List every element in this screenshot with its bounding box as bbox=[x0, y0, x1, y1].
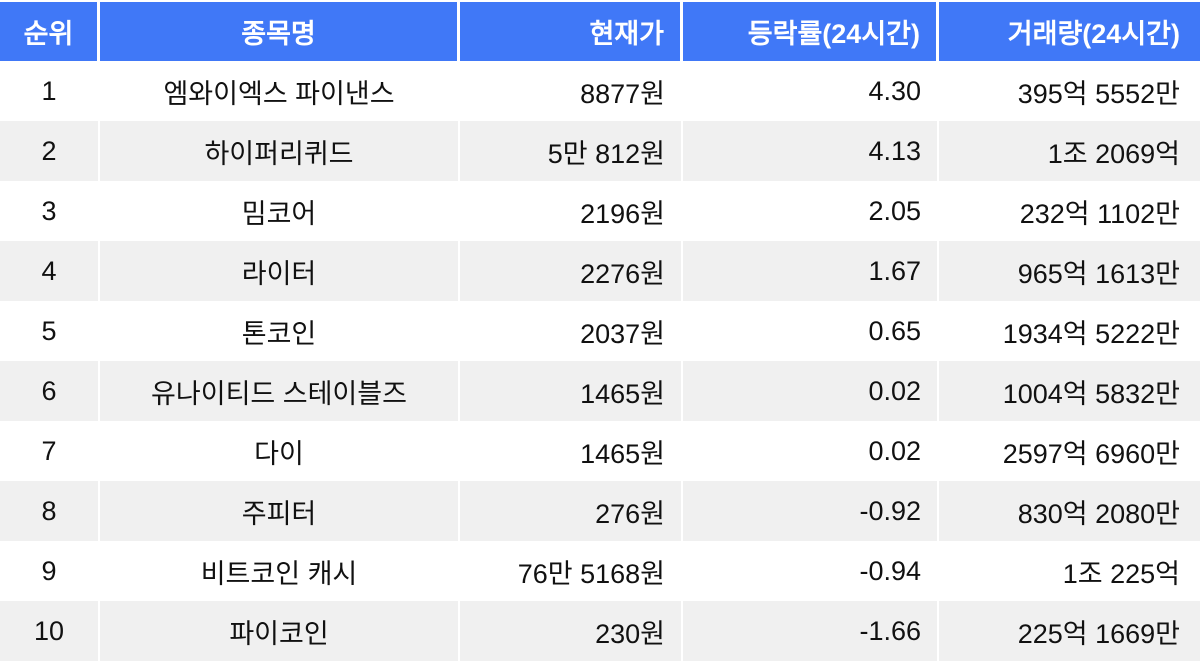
table-row: 6 유나이티드 스테이블즈 1465원 0.02 1004억 5832만 bbox=[0, 361, 1200, 421]
price-cell: 1465원 bbox=[460, 361, 683, 421]
price-cell: 276원 bbox=[460, 481, 683, 541]
volume-cell: 395억 5552만 bbox=[1017, 78, 1180, 109]
table-row: 4 라이터 2276원 1.67 965억 1613만 bbox=[0, 241, 1200, 301]
table-row: 9 비트코인 캐시 76만 5168원 -0.94 1조 225억 bbox=[0, 541, 1200, 601]
change-cell: 0.65 bbox=[683, 301, 939, 361]
coin-name-cell: 하이퍼리퀴드 bbox=[100, 121, 460, 181]
volume-cell: 1조 225억 bbox=[1062, 558, 1180, 589]
coin-name-cell: 파이코인 bbox=[100, 601, 460, 661]
table-row: 1 엠와이엑스 파이낸스 8877원 4.30 395억 5552만 bbox=[0, 61, 1200, 121]
column-header-change: 등락률(24시간) bbox=[683, 2, 939, 61]
column-header-rank: 순위 bbox=[0, 2, 100, 61]
price-cell: 1465원 bbox=[460, 421, 683, 481]
change-cell: 1.67 bbox=[683, 241, 939, 301]
column-header-price: 현재가 bbox=[460, 2, 683, 61]
volume-cell: 1004억 5832만 bbox=[1002, 378, 1180, 409]
column-header-name: 종목명 bbox=[100, 2, 460, 61]
rank-cell: 2 bbox=[0, 121, 100, 181]
coin-name-cell: 비트코인 캐시 bbox=[100, 541, 460, 601]
price-cell: 2196원 bbox=[460, 181, 683, 241]
change-cell: 0.02 bbox=[683, 361, 939, 421]
coin-name-cell: 유나이티드 스테이블즈 bbox=[100, 361, 460, 421]
volume-cell: 1조 2069억 bbox=[1047, 138, 1180, 169]
rank-cell: 8 bbox=[0, 481, 100, 541]
coin-name-cell: 다이 bbox=[100, 421, 460, 481]
price-cell: 8877원 bbox=[460, 61, 683, 121]
change-cell: 2.05 bbox=[683, 181, 939, 241]
table-row: 10 파이코인 230원 -1.66 225억 1669만 bbox=[0, 601, 1200, 661]
price-cell: 2276원 bbox=[460, 241, 683, 301]
coin-name-cell: 주피터 bbox=[100, 481, 460, 541]
change-cell: 0.02 bbox=[683, 421, 939, 481]
table-row: 8 주피터 276원 -0.92 830억 2080만 bbox=[0, 481, 1200, 541]
rank-cell: 5 bbox=[0, 301, 100, 361]
volume-cell: 232억 1102만 bbox=[1019, 198, 1180, 229]
rank-cell: 9 bbox=[0, 541, 100, 601]
table-header-row: 순위 종목명 현재가 등락률(24시간) 거래량(24시간) bbox=[0, 2, 1200, 61]
price-cell: 76만 5168원 bbox=[460, 541, 683, 601]
change-cell: 4.13 bbox=[683, 121, 939, 181]
volume-cell: 225억 1669만 bbox=[1017, 618, 1180, 649]
table-row: 5 톤코인 2037원 0.65 1934억 5222만 bbox=[0, 301, 1200, 361]
table-row: 7 다이 1465원 0.02 2597억 6960만 bbox=[0, 421, 1200, 481]
coin-name-cell: 밈코어 bbox=[100, 181, 460, 241]
rank-cell: 3 bbox=[0, 181, 100, 241]
volume-cell: 1934억 5222만 bbox=[1002, 318, 1180, 349]
volume-cell: 965억 1613만 bbox=[1017, 258, 1180, 289]
change-cell: -1.66 bbox=[683, 601, 939, 661]
rank-cell: 6 bbox=[0, 361, 100, 421]
coin-name-cell: 톤코인 bbox=[100, 301, 460, 361]
price-cell: 230원 bbox=[460, 601, 683, 661]
coin-name-cell: 라이터 bbox=[100, 241, 460, 301]
coin-name-cell: 엠와이엑스 파이낸스 bbox=[100, 61, 460, 121]
price-cell: 5만 812원 bbox=[460, 121, 683, 181]
rank-cell: 1 bbox=[0, 61, 100, 121]
rank-cell: 7 bbox=[0, 421, 100, 481]
volume-cell: 830억 2080만 bbox=[1017, 498, 1180, 529]
rank-cell: 4 bbox=[0, 241, 100, 301]
column-header-volume: 거래량(24시간) bbox=[939, 2, 1200, 61]
change-cell: -0.92 bbox=[683, 481, 939, 541]
price-cell: 2037원 bbox=[460, 301, 683, 361]
table-row: 3 밈코어 2196원 2.05 232억 1102만 bbox=[0, 181, 1200, 241]
rank-cell: 10 bbox=[0, 601, 100, 661]
table-row: 2 하이퍼리퀴드 5만 812원 4.13 1조 2069억 bbox=[0, 121, 1200, 181]
volume-cell: 2597억 6960만 bbox=[1002, 438, 1180, 469]
change-cell: 4.30 bbox=[683, 61, 939, 121]
change-cell: -0.94 bbox=[683, 541, 939, 601]
